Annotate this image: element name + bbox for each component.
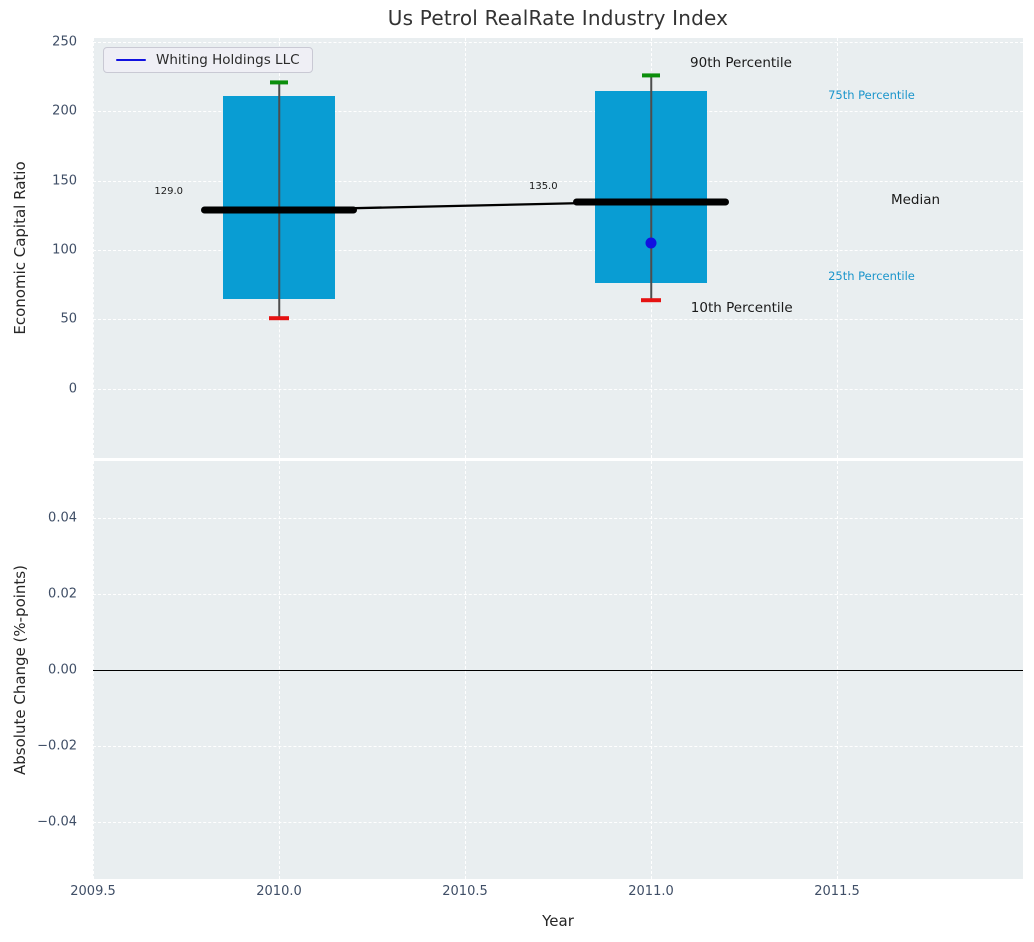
annotation-label: Median [890,191,941,208]
y-tick-label: 100 [52,242,77,258]
median-line [572,198,730,206]
annotation-label: 90th Percentile [690,54,792,71]
p90-cap [642,73,660,78]
x-tick-label: 2011.0 [628,884,674,899]
x-tick-label: 2010.5 [442,884,488,899]
horizontal-gridline [93,518,1023,519]
y-tick-label: 0.00 [48,662,77,678]
legend-box: Whiting Holdings LLC [103,47,313,73]
top-plot: Whiting Holdings LLC 129.0 135.0 90th Perc… [93,38,1023,458]
p10-cap [641,298,661,302]
whisker-line [650,75,652,300]
x-axis-label: Year [542,912,574,930]
horizontal-gridline [93,746,1023,747]
p90-cap [270,80,288,84]
top-y-axis-label: Economic Capital Ratio [11,161,29,335]
horizontal-gridline [93,250,1023,252]
y-tick-label: 50 [60,311,77,327]
y-tick-label: 0 [68,381,77,397]
y-tick-label: 0.02 [48,586,77,602]
horizontal-gridline [93,180,1023,182]
annotation-label: 75th Percentile [828,87,915,102]
horizontal-gridline [93,594,1023,595]
horizontal-gridline [93,319,1023,321]
y-tick-label: 0.04 [48,510,77,526]
median-line [200,206,358,214]
legend-label: Whiting Holdings LLC [156,52,300,68]
y-tick-label: −0.04 [37,814,77,830]
horizontal-gridline [93,42,1023,44]
bottom-plot [93,461,1023,879]
x-tick-label: 2011.5 [814,884,860,899]
annotation-label: 10th Percentile [690,299,793,316]
annotation-label: 129.0 [154,186,184,198]
horizontal-gridline [93,822,1023,823]
annotation-label: 135.0 [528,180,558,192]
y-tick-label: 150 [52,173,77,189]
bottom-y-tick-labels: −0.04 −0.02 0.00 0.02 0.04 [0,461,85,879]
zero-reference-line [93,670,1023,671]
top-y-tick-labels: 0 50 100 150 200 250 [0,34,85,458]
horizontal-gridline [93,388,1023,390]
y-tick-label: −0.02 [37,738,77,754]
y-tick-label: 250 [52,34,77,50]
y-tick-label: 200 [52,103,77,119]
x-tick-label: 2009.5 [70,884,116,899]
vertical-gridline [465,38,466,458]
chart-title: Us Petrol RealRate Industry Index [387,6,729,30]
bottom-y-axis-label: Absolute Change (%-points) [11,565,29,775]
p10-cap [269,316,289,320]
vertical-gridline [93,38,94,458]
whisker-line [278,82,280,318]
x-tick-labels: 2009.5 2010.0 2010.5 2011.0 2011.5 [70,884,1023,904]
horizontal-gridline [93,111,1023,113]
company-point [645,237,657,249]
x-tick-label: 2010.0 [256,884,302,899]
annotation-label: 25th Percentile [828,269,915,284]
vertical-gridline [837,38,838,458]
legend-line-swatch [116,58,146,62]
